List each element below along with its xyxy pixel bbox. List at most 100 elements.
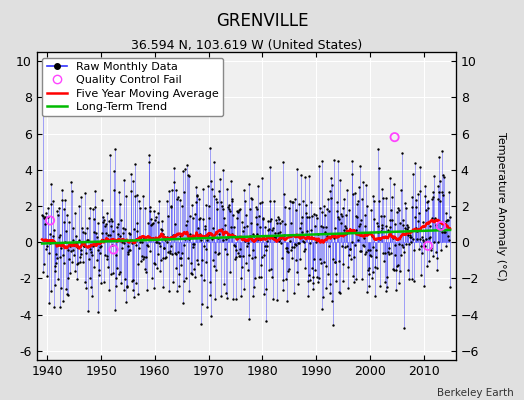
Point	[183, 162, 191, 168]
Point	[112, 275, 120, 281]
Point	[398, 217, 407, 223]
Point	[65, 219, 73, 226]
Point	[418, 234, 426, 240]
Point	[148, 275, 156, 281]
Point	[227, 224, 235, 230]
Point	[125, 230, 133, 237]
Point	[382, 223, 390, 229]
Point	[424, 219, 433, 225]
Point	[312, 214, 321, 221]
Point	[409, 236, 417, 242]
Point	[59, 252, 67, 258]
Point	[436, 246, 445, 253]
Point	[71, 240, 80, 246]
Point	[383, 284, 391, 290]
Point	[228, 212, 237, 219]
Point	[398, 242, 406, 248]
Point	[38, 213, 47, 219]
Point	[63, 292, 72, 299]
Point	[252, 214, 260, 220]
Point	[333, 199, 341, 205]
Point	[104, 264, 113, 270]
Point	[102, 230, 110, 237]
Point	[43, 273, 51, 280]
Point	[46, 217, 54, 224]
Point	[82, 285, 91, 291]
Point	[90, 263, 99, 270]
Point	[235, 252, 243, 259]
Point	[207, 313, 215, 319]
Point	[147, 222, 155, 228]
Point	[274, 230, 282, 236]
Point	[56, 254, 64, 260]
Point	[243, 242, 252, 249]
Point	[300, 248, 308, 254]
Point	[173, 195, 181, 202]
Point	[157, 226, 165, 232]
Point	[239, 286, 248, 292]
Point	[48, 239, 57, 245]
Point	[78, 224, 86, 231]
Point	[275, 236, 283, 243]
Point	[314, 278, 322, 285]
Point	[136, 205, 144, 211]
Point	[60, 260, 69, 266]
Point	[80, 243, 88, 249]
Point	[221, 246, 229, 252]
Point	[385, 244, 394, 251]
Point	[289, 199, 297, 206]
Point	[214, 250, 222, 257]
Point	[372, 247, 380, 253]
Point	[388, 235, 397, 242]
Point	[345, 206, 354, 213]
Point	[46, 230, 54, 237]
Point	[172, 251, 181, 258]
Point	[400, 249, 409, 256]
Point	[128, 278, 136, 284]
Point	[276, 220, 284, 226]
Point	[388, 217, 397, 224]
Point	[86, 275, 95, 281]
Point	[241, 187, 249, 194]
Point	[367, 275, 376, 282]
Point	[66, 242, 74, 249]
Point	[138, 253, 147, 259]
Point	[342, 212, 350, 218]
Point	[443, 216, 451, 223]
Point	[81, 229, 89, 236]
Point	[330, 259, 339, 266]
Point	[122, 299, 130, 305]
Point	[366, 252, 375, 258]
Point	[364, 247, 372, 253]
Point	[57, 284, 65, 291]
Point	[146, 208, 155, 214]
Point	[59, 298, 67, 304]
Point	[68, 188, 76, 194]
Point	[287, 246, 295, 253]
Point	[64, 275, 73, 281]
Point	[315, 162, 323, 169]
Point	[236, 246, 245, 252]
Point	[47, 201, 55, 208]
Point	[446, 284, 454, 291]
Point	[121, 276, 129, 282]
Point	[391, 221, 399, 227]
Point	[341, 223, 350, 229]
Point	[217, 203, 226, 209]
Point	[444, 216, 452, 223]
Point	[444, 232, 452, 239]
Point	[401, 225, 409, 232]
Point	[200, 276, 208, 283]
Point	[98, 230, 106, 237]
Point	[78, 240, 86, 246]
Point	[429, 253, 437, 260]
Point	[143, 287, 151, 294]
Point	[404, 224, 412, 230]
Point	[150, 260, 158, 266]
Point	[55, 205, 63, 211]
Point	[381, 194, 390, 201]
Point	[404, 266, 412, 273]
Legend: Raw Monthly Data, Quality Control Fail, Five Year Moving Average, Long-Term Tren: Raw Monthly Data, Quality Control Fail, …	[42, 58, 223, 116]
Point	[215, 230, 224, 237]
Point	[297, 172, 305, 178]
